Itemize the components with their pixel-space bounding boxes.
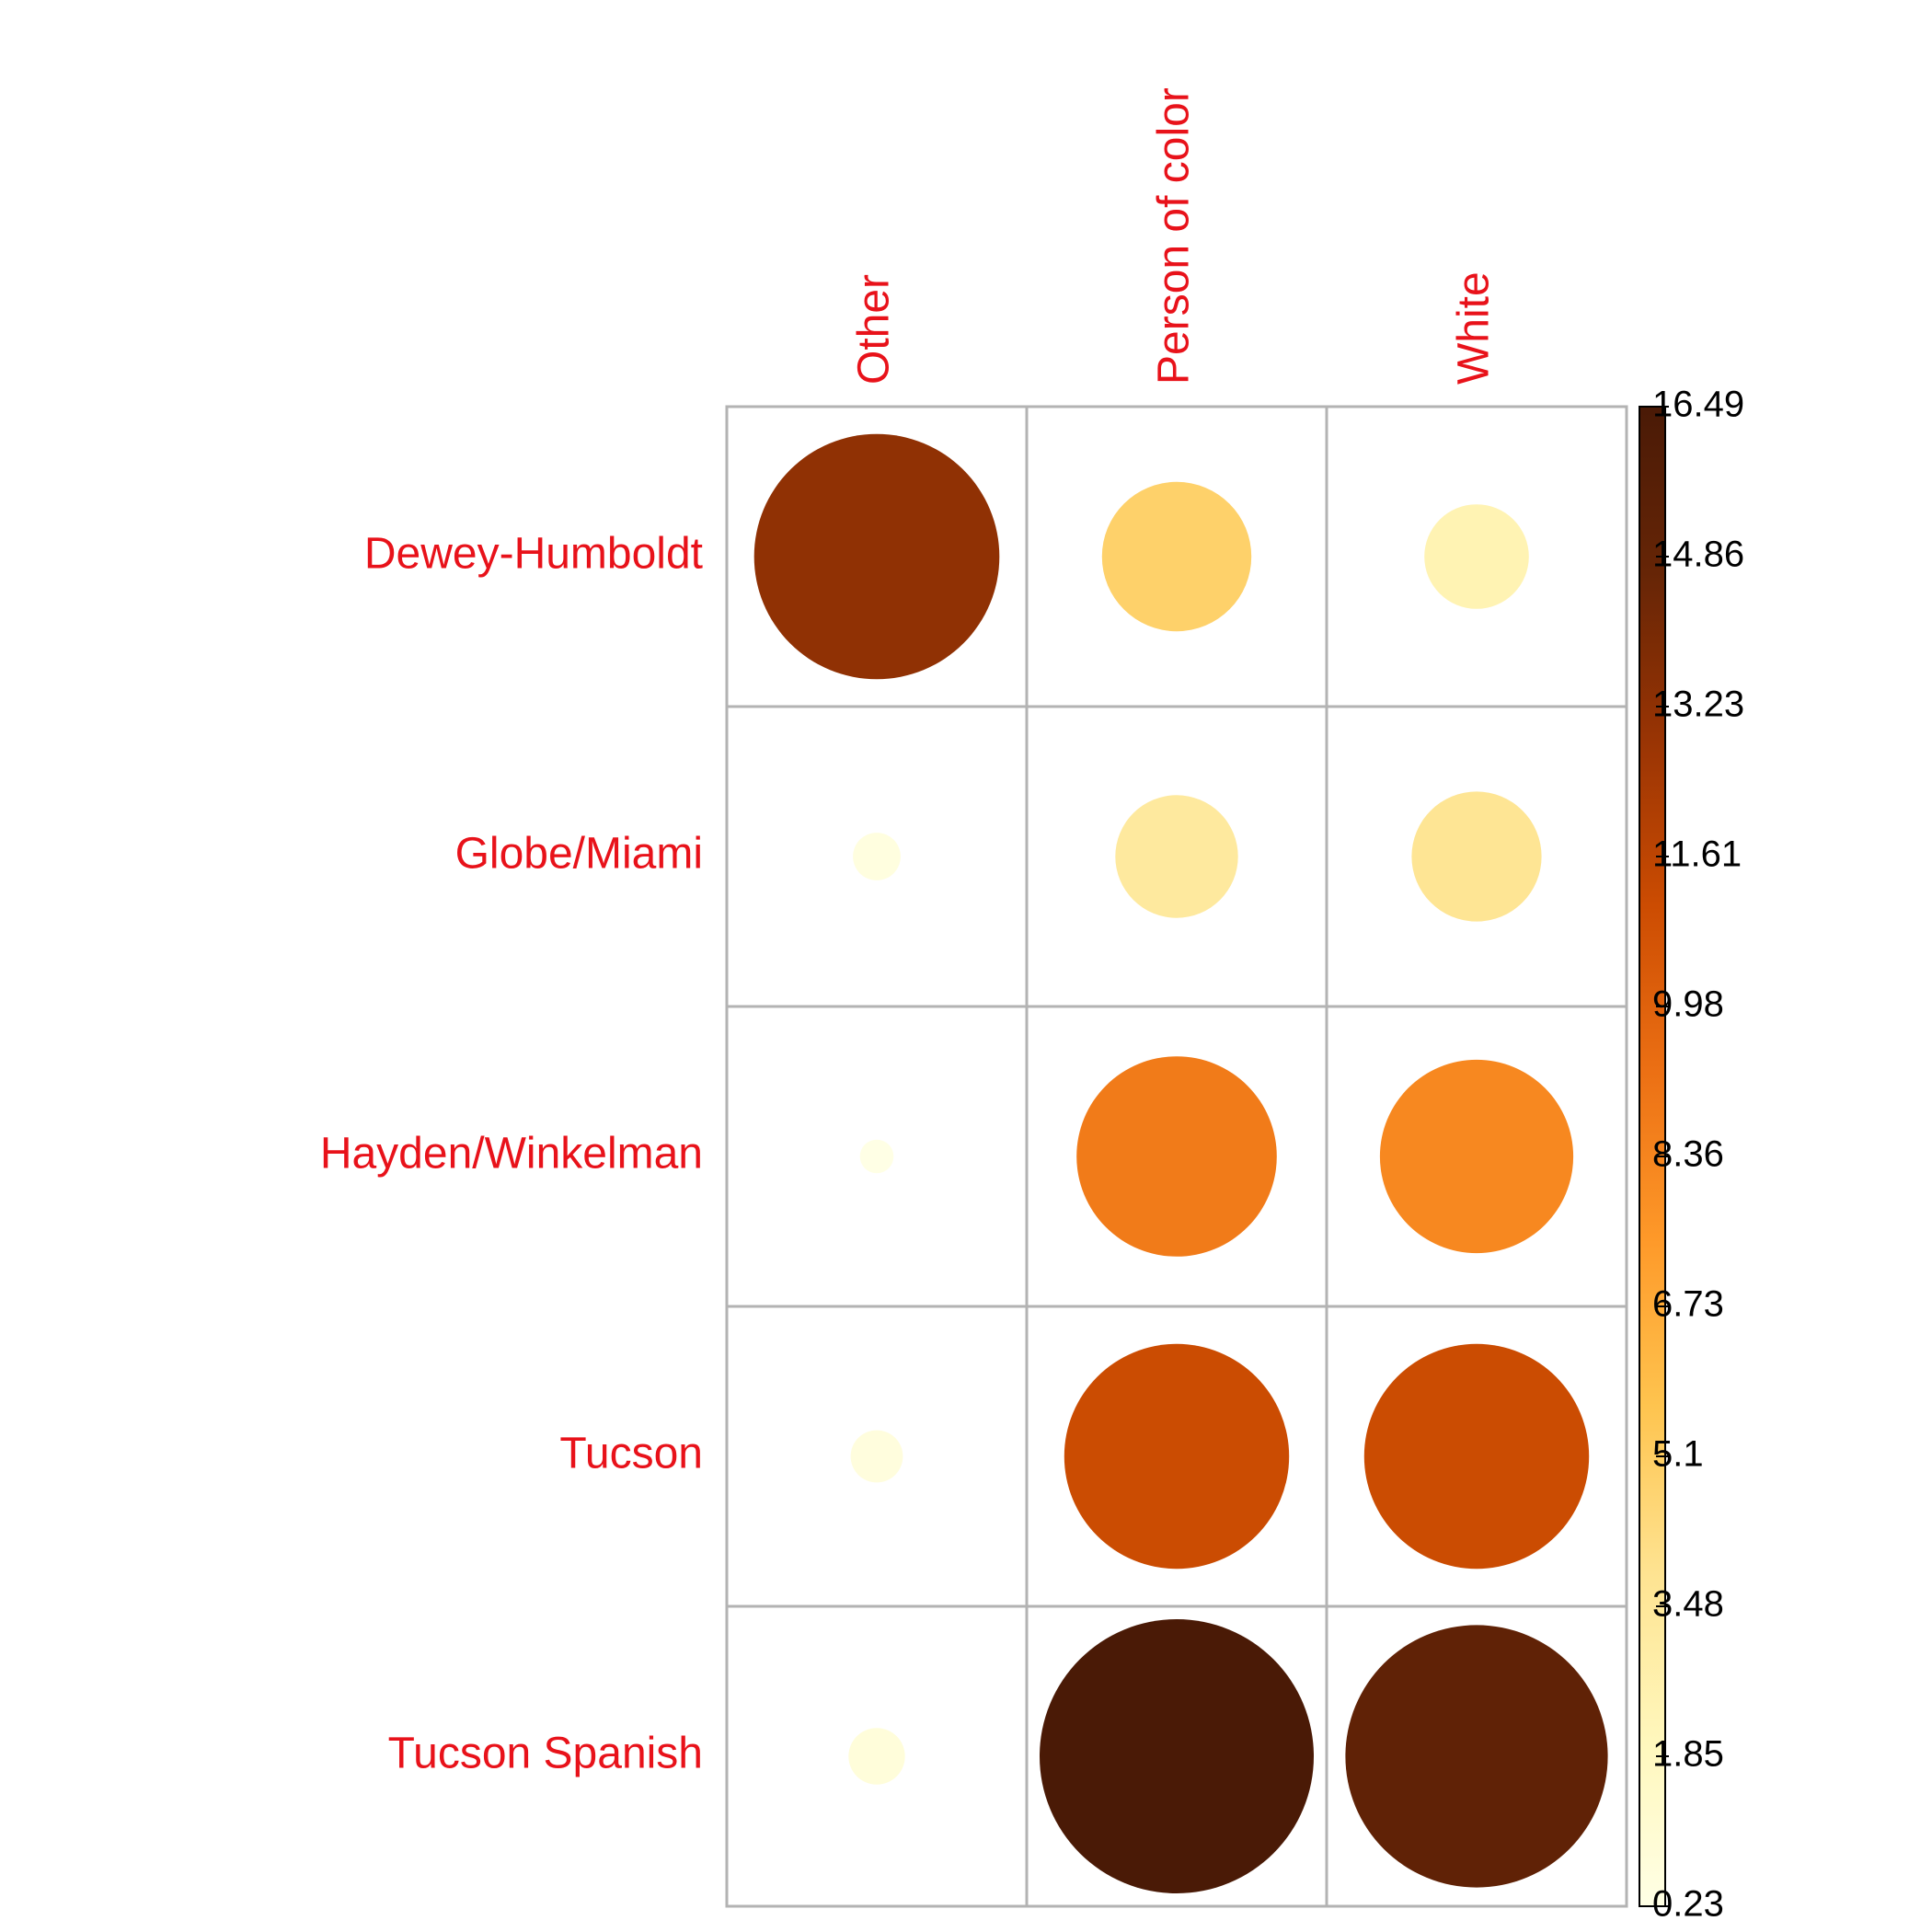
colorbar-tick-label: 1.85 [1652,1734,1724,1775]
cell-circle-hayden-winkelman-other [859,1139,894,1174]
colorbar-tick-label: 6.73 [1652,1284,1724,1325]
row-label-globe-miami: Globe/Miami [455,830,703,879]
cell-circle-tucson-spanish-white [1345,1625,1608,1888]
cell-circle-tucson-spanish-other [848,1728,905,1785]
cell-circle-dewey-humboldt-person-of-color [1101,481,1252,632]
row-label-tucson-spanish: Tucson Spanish [388,1730,703,1778]
colorbar-tick-label: 5.1 [1652,1434,1704,1475]
column-label-person-of-color: Person of color [1150,87,1199,385]
row-label-tucson: Tucson [559,1430,703,1478]
colorbar-tick-label: 16.49 [1652,385,1744,425]
cell-circle-hayden-winkelman-white [1379,1059,1574,1254]
cell-circle-globe-miami-white [1411,791,1542,922]
cell-circle-dewey-humboldt-white [1424,504,1529,609]
colorbar-tick-label: 14.86 [1652,535,1744,575]
cell-circle-tucson-person-of-color [1064,1343,1290,1570]
cell-circle-globe-miami-other [853,833,901,880]
colorbar-tick-label: 8.36 [1652,1134,1724,1175]
column-label-other: Other [850,274,899,385]
grid-border [725,405,1628,1908]
plot-area [753,433,1608,1893]
row-labels: Dewey-Humboldt Globe/Miami Hayden/Winkelma… [320,530,703,1778]
cell-circle-globe-miami-person-of-color [1115,795,1238,918]
column-label-white: White [1450,271,1499,385]
colorbar-tick-label: 13.23 [1652,684,1744,725]
cell-circle-tucson-other [850,1430,903,1483]
colorbar-tick-label: 3.48 [1652,1584,1724,1625]
colorbar-tick-label: 9.98 [1652,984,1724,1025]
row-label-hayden-winkelman: Hayden/Winkelman [320,1130,703,1179]
row-label-dewey-humboldt: Dewey-Humboldt [364,530,703,579]
cell-circle-dewey-humboldt-other [753,433,1000,680]
color-legend: 16.49 14.86 13.23 11.61 9.98 8.36 6.73 5.1 3.48 1… [1639,385,1744,1925]
cell-circle-tucson-white [1363,1343,1590,1570]
cell-circle-hayden-winkelman-person-of-color [1076,1056,1277,1257]
cell-circle-tucson-spanish-person-of-color [1040,1619,1314,1893]
column-labels: Other Person of color White [850,87,1499,385]
grid [725,405,1628,1908]
colorbar-tick-label: 0.23 [1652,1884,1724,1925]
colorbar-tick-label: 11.61 [1652,834,1742,875]
